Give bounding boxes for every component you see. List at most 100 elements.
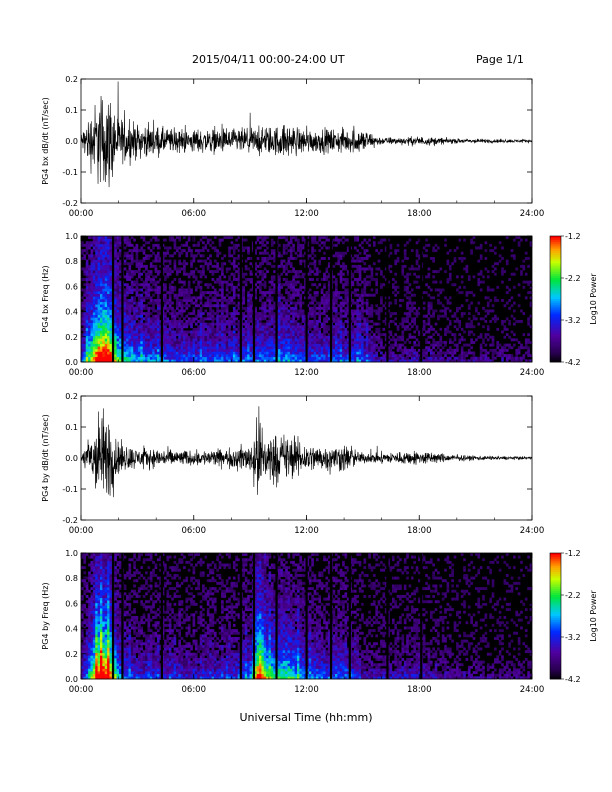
bx-freq-cell — [161, 296, 165, 300]
bx-freq-cell — [118, 259, 122, 263]
bx-freq-cell — [422, 333, 426, 337]
bx-freq-cell — [244, 320, 248, 323]
bx-freq-cell — [306, 272, 310, 276]
bx-freq-cell — [327, 325, 331, 329]
bx-freq-cell — [109, 338, 113, 342]
bx-freq-cell — [327, 285, 331, 289]
bx-freq-cell — [323, 322, 326, 326]
bx-freq-cell — [342, 359, 345, 363]
bx-freq-cell — [285, 341, 288, 344]
bx-freq-cell — [437, 299, 440, 302]
bx-freq-cell — [453, 333, 457, 337]
bx-freq-cell — [159, 320, 162, 323]
bx-freq-cell — [432, 275, 435, 279]
bx-freq-cell — [363, 322, 367, 326]
bx-freq-cell — [221, 359, 224, 363]
bx-freq-cell — [368, 254, 371, 258]
bx-freq-cell — [156, 330, 160, 334]
bx-freq-cell — [311, 356, 314, 360]
bx-freq-cell — [292, 283, 295, 287]
bx-freq-cell — [323, 343, 326, 347]
bx-freq-cell — [118, 309, 122, 313]
bx-freq-cell — [256, 341, 260, 344]
bx-freq-cell — [444, 354, 447, 358]
bx-freq-cell — [171, 291, 174, 295]
bx-freq-cell — [135, 243, 139, 247]
bx-freq-cell — [180, 359, 184, 363]
bx-freq-cell — [299, 309, 303, 313]
bx-freq-cell — [399, 359, 402, 363]
bx-freq-cell — [358, 359, 362, 363]
bx-freq-cell — [237, 249, 241, 253]
bx-freq-cell — [99, 262, 103, 266]
bx-freq-cell — [292, 338, 295, 342]
bx-freq-cell — [154, 327, 158, 331]
bx-freq-cell — [278, 317, 281, 321]
bx-freq-cell — [289, 293, 293, 297]
bx-freq-cell — [380, 285, 383, 289]
bx-freq-cell — [133, 356, 136, 360]
bx-freq-cell — [292, 348, 295, 352]
bx-freq-cell — [235, 348, 238, 352]
bx-freq-cell — [311, 348, 314, 352]
bx-freq-cell — [130, 317, 134, 321]
bx-freq-cell — [270, 288, 274, 292]
bx-freq-cell — [372, 278, 376, 281]
bx-freq-cell — [88, 309, 91, 313]
bx-freq-cell — [190, 270, 193, 274]
bx-freq-cell — [437, 354, 440, 358]
bx-freq-cell — [237, 275, 241, 279]
bx-freq-cell — [320, 338, 324, 342]
bx-freq-cell — [273, 359, 276, 363]
bx-freq-cell — [107, 251, 110, 255]
bx-freq-cell — [237, 333, 241, 337]
bx-freq-cell — [370, 343, 374, 347]
bx-freq-cell — [427, 243, 431, 247]
bx-freq-cell — [97, 341, 101, 344]
bx-freq-cell — [180, 322, 184, 326]
bx-freq-cell — [237, 272, 241, 276]
bx-freq-cell — [280, 348, 284, 352]
bx-freq-cell — [149, 325, 153, 329]
bx-freq-cell — [168, 312, 172, 316]
bx-freq-cell — [301, 275, 305, 279]
bx-freq-cell — [287, 283, 291, 287]
bx-freq-cell — [173, 288, 177, 292]
bx-freq-cell — [261, 359, 265, 363]
bx-freq-cell — [325, 338, 329, 342]
bx-freq-cell — [92, 341, 96, 344]
bx-freq-cell — [228, 335, 231, 339]
bx-freq-cell — [323, 241, 326, 245]
bx-freq-cell — [323, 330, 326, 334]
bx-freq-cell — [137, 325, 141, 329]
bx-freq-cell — [104, 296, 108, 300]
bx-freq-cell — [289, 246, 293, 250]
bx-freq-cell — [308, 314, 312, 318]
bx-freq-cell — [114, 267, 117, 271]
bx-freq-cell — [399, 335, 402, 339]
bx-freq-cell — [185, 241, 189, 245]
bx-freq-cell — [126, 285, 129, 289]
bx-freq-cell — [133, 309, 136, 313]
bx-freq-cell — [133, 306, 136, 310]
bx-freq-cell — [259, 359, 262, 363]
bx-freq-cell — [282, 283, 286, 287]
bx-freq-cell — [399, 304, 402, 308]
bx-freq-cell — [247, 293, 250, 297]
bx-freq-cell — [448, 346, 452, 350]
bx-freq-cell — [156, 317, 160, 321]
bx-freq-cell — [135, 333, 139, 337]
bx-freq-cell — [209, 335, 212, 339]
bx-freq-cell — [97, 314, 101, 318]
bx-freq-cell — [285, 359, 288, 363]
bx-freq-cell — [154, 348, 158, 352]
bx-freq-cell — [403, 249, 407, 253]
bx-freq-cell — [263, 314, 267, 318]
bx-freq-cell — [114, 333, 117, 337]
bx-freq-cell — [218, 335, 222, 339]
bx-freq-cell — [109, 351, 113, 355]
bx-freq-cell — [344, 356, 348, 360]
bx-freq-cell — [344, 354, 348, 358]
bx-freq-cell — [194, 338, 198, 342]
bx-freq-cell — [427, 317, 431, 321]
